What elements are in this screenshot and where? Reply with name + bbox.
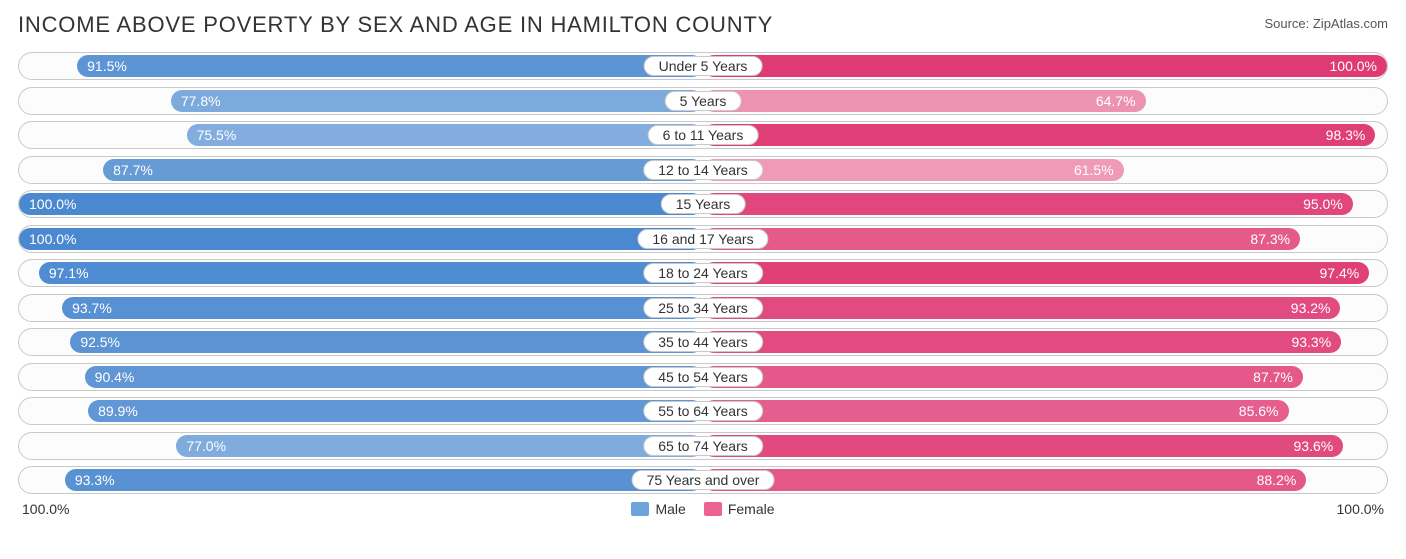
category-label: 18 to 24 Years [643, 263, 763, 283]
category-label: 35 to 44 Years [643, 332, 763, 352]
chart-row: 77.0% 93.6% 65 to 74 Years [18, 432, 1388, 460]
bar-female: 100.0% [703, 55, 1387, 77]
bar-male: 93.7% [62, 297, 703, 319]
category-label: 25 to 34 Years [643, 298, 763, 318]
bar-value-male: 87.7% [113, 162, 153, 178]
legend-label-male: Male [655, 501, 685, 517]
category-label: 12 to 14 Years [643, 160, 763, 180]
diverging-bar-chart: 91.5% 100.0% Under 5 Years 77.8% 64.7% 5 Year… [18, 52, 1388, 494]
legend-item-male: Male [631, 501, 685, 517]
bar-value-male: 93.3% [75, 472, 115, 488]
bar-female: 87.3% [703, 228, 1300, 250]
bar-value-male: 93.7% [72, 300, 112, 316]
bar-value-male: 77.8% [181, 93, 221, 109]
bar-male: 90.4% [85, 366, 703, 388]
chart-row: 90.4% 87.7% 45 to 54 Years [18, 363, 1388, 391]
bar-female: 93.6% [703, 435, 1343, 457]
bar-male: 89.9% [88, 400, 703, 422]
bar-female: 93.2% [703, 297, 1340, 319]
bar-value-male: 75.5% [197, 127, 237, 143]
bar-male: 100.0% [19, 193, 703, 215]
bar-female: 64.7% [703, 90, 1146, 112]
bar-value-female: 97.4% [1320, 265, 1360, 281]
bar-value-female: 95.0% [1303, 196, 1343, 212]
legend: Male Female [631, 501, 774, 517]
bar-value-female: 98.3% [1326, 127, 1366, 143]
legend-swatch-male [631, 502, 649, 516]
category-label: Under 5 Years [644, 56, 763, 76]
bar-female: 87.7% [703, 366, 1303, 388]
chart-row: 100.0% 95.0% 15 Years [18, 190, 1388, 218]
bar-male: 91.5% [77, 55, 703, 77]
bar-value-male: 100.0% [29, 231, 76, 247]
bar-male: 77.8% [171, 90, 703, 112]
bar-value-female: 93.2% [1291, 300, 1331, 316]
chart-row: 93.3% 88.2% 75 Years and over [18, 466, 1388, 494]
chart-source: Source: ZipAtlas.com [1264, 16, 1388, 31]
category-label: 5 Years [665, 91, 742, 111]
chart-row: 91.5% 100.0% Under 5 Years [18, 52, 1388, 80]
bar-value-male: 89.9% [98, 403, 138, 419]
category-label: 65 to 74 Years [643, 436, 763, 456]
chart-row: 93.7% 93.2% 25 to 34 Years [18, 294, 1388, 322]
bar-female: 61.5% [703, 159, 1124, 181]
bar-value-female: 100.0% [1330, 58, 1377, 74]
category-label: 15 Years [661, 194, 746, 214]
bar-female: 98.3% [703, 124, 1375, 146]
bar-male: 92.5% [70, 331, 703, 353]
chart-row: 75.5% 98.3% 6 to 11 Years [18, 121, 1388, 149]
bar-male: 77.0% [176, 435, 703, 457]
bar-female: 97.4% [703, 262, 1369, 284]
legend-label-female: Female [728, 501, 775, 517]
legend-item-female: Female [704, 501, 775, 517]
bar-value-male: 97.1% [49, 265, 89, 281]
bar-value-male: 92.5% [80, 334, 120, 350]
bar-value-female: 87.7% [1253, 369, 1293, 385]
bar-value-female: 64.7% [1096, 93, 1136, 109]
chart-row: 97.1% 97.4% 18 to 24 Years [18, 259, 1388, 287]
bar-male: 100.0% [19, 228, 703, 250]
bar-female: 85.6% [703, 400, 1289, 422]
bar-value-male: 77.0% [186, 438, 226, 454]
chart-row: 89.9% 85.6% 55 to 64 Years [18, 397, 1388, 425]
bar-female: 88.2% [703, 469, 1306, 491]
axis-label-right: 100.0% [1337, 501, 1384, 517]
chart-row: 77.8% 64.7% 5 Years [18, 87, 1388, 115]
bar-male: 97.1% [39, 262, 703, 284]
chart-header: INCOME ABOVE POVERTY BY SEX AND AGE IN H… [18, 12, 1388, 38]
bar-value-male: 90.4% [95, 369, 135, 385]
bar-female: 93.3% [703, 331, 1341, 353]
category-label: 55 to 64 Years [643, 401, 763, 421]
legend-swatch-female [704, 502, 722, 516]
chart-row: 100.0% 87.3% 16 and 17 Years [18, 225, 1388, 253]
chart-title: INCOME ABOVE POVERTY BY SEX AND AGE IN H… [18, 12, 773, 38]
category-label: 6 to 11 Years [648, 125, 759, 145]
axis-label-left: 100.0% [22, 501, 69, 517]
bar-value-male: 100.0% [29, 196, 76, 212]
bar-female: 95.0% [703, 193, 1353, 215]
chart-row: 87.7% 61.5% 12 to 14 Years [18, 156, 1388, 184]
bar-value-male: 91.5% [87, 58, 127, 74]
bar-value-female: 93.6% [1294, 438, 1334, 454]
bar-value-female: 85.6% [1239, 403, 1279, 419]
category-label: 75 Years and over [632, 470, 775, 490]
bar-value-female: 93.3% [1291, 334, 1331, 350]
bar-value-female: 88.2% [1257, 472, 1297, 488]
bar-male: 75.5% [187, 124, 703, 146]
category-label: 45 to 54 Years [643, 367, 763, 387]
bar-male: 93.3% [65, 469, 703, 491]
chart-row: 92.5% 93.3% 35 to 44 Years [18, 328, 1388, 356]
category-label: 16 and 17 Years [637, 229, 768, 249]
bar-value-female: 87.3% [1250, 231, 1290, 247]
bar-value-female: 61.5% [1074, 162, 1114, 178]
chart-footer: 100.0% Male Female 100.0% [18, 501, 1388, 517]
bar-male: 87.7% [103, 159, 703, 181]
